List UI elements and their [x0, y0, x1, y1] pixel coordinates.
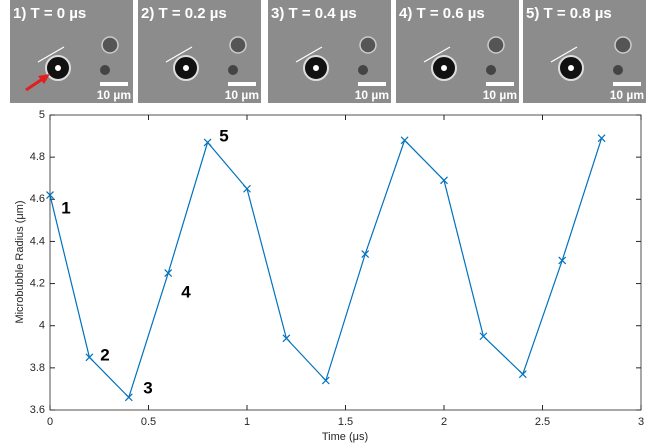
x-tick-label: 1.5 — [338, 416, 353, 428]
y-tick-label: 4.6 — [30, 193, 45, 205]
point-annotation: 1 — [61, 198, 70, 217]
y-tick-label: 4.8 — [30, 151, 45, 163]
panel-label: 4) T = 0.6 µs — [399, 5, 485, 22]
scale-label: 10 µm — [97, 88, 131, 102]
point-annotation: 2 — [100, 345, 109, 364]
y-tick-label: 3.8 — [30, 362, 45, 374]
y-axis-label: Microbubble Radius (μm) — [14, 200, 26, 323]
cell-blob — [360, 37, 376, 53]
cell-blob — [230, 37, 246, 53]
x-axis-label: Time (μs) — [322, 431, 368, 443]
figure: Time (μs) Microbubble Radius (μm) 1) T =… — [0, 0, 648, 445]
panel-label: 3) T = 0.4 µs — [271, 5, 357, 22]
x-tick-label: 3 — [638, 416, 644, 428]
bubble-core — [568, 65, 574, 71]
panel-label: 2) T = 0.2 µs — [141, 5, 227, 22]
cell-blob — [486, 65, 496, 75]
bubble-core — [441, 65, 447, 71]
scale-label: 10 µm — [225, 88, 259, 102]
y-tick-label: 4.4 — [30, 235, 45, 247]
y-tick-label: 4.2 — [30, 277, 45, 289]
cell-blob — [358, 65, 368, 75]
cell-blob — [613, 65, 623, 75]
y-tick-label: 4 — [39, 320, 45, 332]
bubble-core — [55, 65, 61, 71]
panel-label: 1) T = 0 µs — [13, 5, 86, 22]
cell-blob — [228, 65, 238, 75]
bubble-core — [313, 65, 319, 71]
x-tick-label: 0 — [47, 416, 53, 428]
scale-label: 10 µm — [483, 88, 517, 102]
cell-blob — [100, 65, 110, 75]
y-tick-label: 5 — [39, 109, 45, 121]
point-annotation: 5 — [219, 126, 228, 145]
panel-label: 5) T = 0.8 µs — [526, 5, 612, 22]
y-tick-label: 3.6 — [30, 404, 45, 416]
scale-label: 10 µm — [610, 88, 644, 102]
point-annotation: 4 — [181, 282, 191, 301]
cell-blob — [488, 37, 504, 53]
cell-blob — [102, 37, 118, 53]
x-tick-label: 2.5 — [535, 416, 550, 428]
bubble-core — [183, 65, 189, 71]
point-annotation: 3 — [143, 378, 152, 397]
scale-label: 10 µm — [355, 88, 389, 102]
x-tick-label: 0.5 — [141, 416, 156, 428]
x-tick-label: 1 — [244, 416, 250, 428]
cell-blob — [615, 37, 631, 53]
x-tick-label: 2 — [441, 416, 447, 428]
